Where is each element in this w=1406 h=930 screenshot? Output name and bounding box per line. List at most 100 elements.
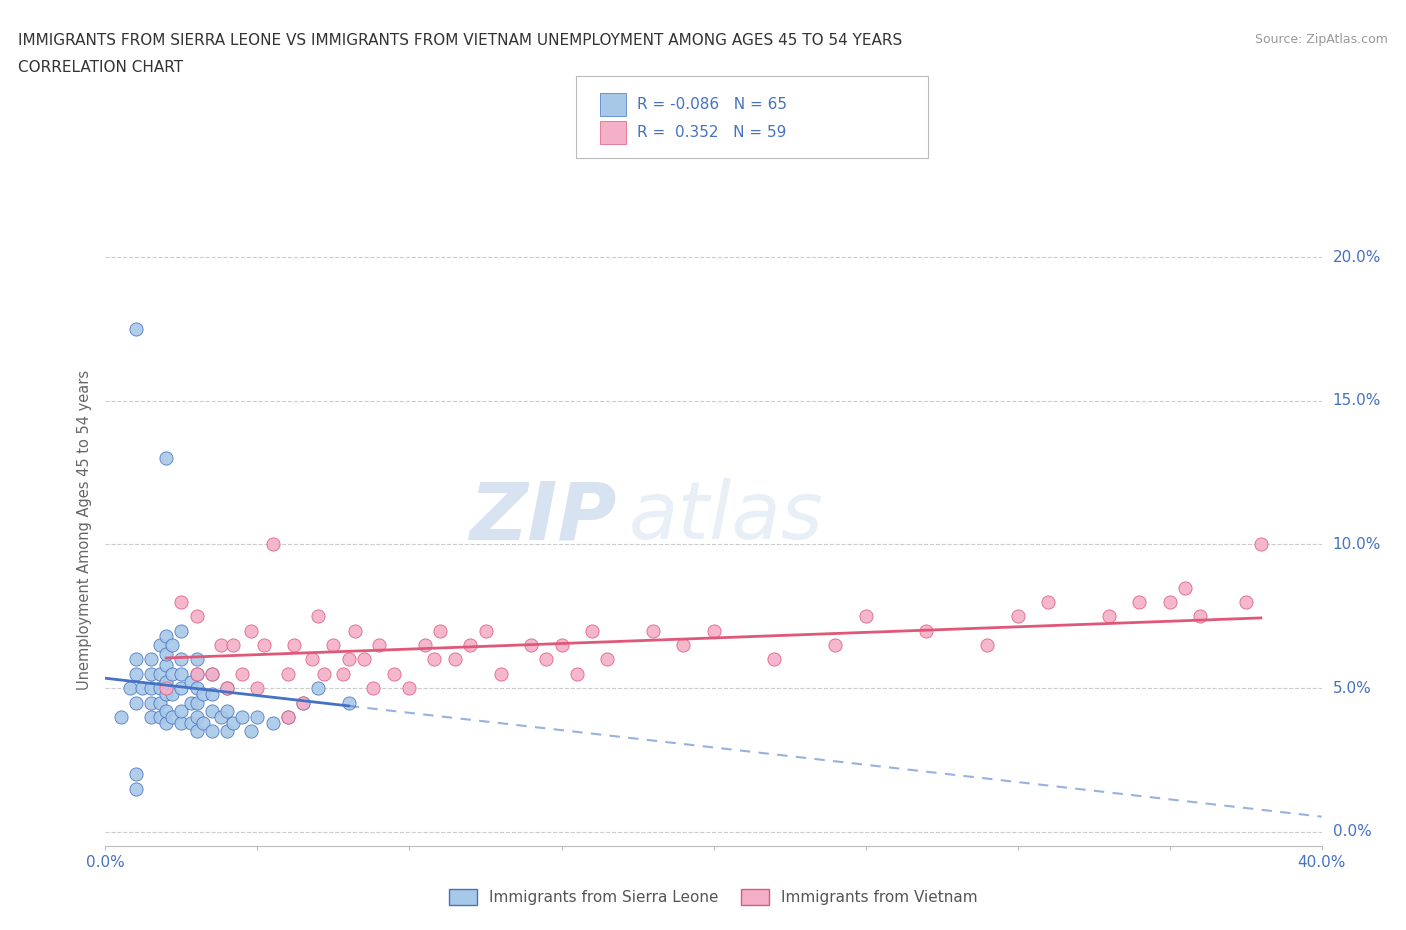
Point bbox=[1188, 609, 1211, 624]
Point bbox=[201, 667, 224, 682]
Point bbox=[209, 710, 232, 724]
Point bbox=[125, 322, 148, 337]
Point bbox=[292, 695, 315, 710]
Point bbox=[368, 638, 391, 653]
Point bbox=[361, 681, 384, 696]
Point bbox=[444, 652, 467, 667]
Point bbox=[118, 681, 141, 696]
Point bbox=[301, 652, 323, 667]
Point bbox=[246, 710, 269, 724]
Point bbox=[139, 667, 162, 682]
Point bbox=[170, 652, 193, 667]
Point bbox=[596, 652, 619, 667]
Point bbox=[322, 638, 344, 653]
Point bbox=[155, 675, 177, 690]
Point bbox=[398, 681, 420, 696]
Text: 20.0%: 20.0% bbox=[1333, 249, 1381, 264]
Point bbox=[110, 710, 132, 724]
Point bbox=[474, 623, 496, 638]
Point bbox=[155, 704, 177, 719]
Point bbox=[565, 667, 588, 682]
Point bbox=[1098, 609, 1121, 624]
Point bbox=[292, 695, 315, 710]
Point bbox=[201, 686, 224, 701]
Point bbox=[155, 715, 177, 730]
Point bbox=[139, 695, 162, 710]
Point bbox=[125, 695, 148, 710]
Point bbox=[252, 638, 274, 653]
Point bbox=[343, 623, 366, 638]
Point bbox=[155, 629, 177, 644]
Text: CORRELATION CHART: CORRELATION CHART bbox=[18, 60, 183, 75]
Point bbox=[1159, 594, 1181, 609]
Text: R =  0.352   N = 59: R = 0.352 N = 59 bbox=[637, 125, 786, 140]
Point bbox=[209, 638, 232, 653]
Point bbox=[170, 704, 193, 719]
Point bbox=[125, 781, 148, 796]
Text: Source: ZipAtlas.com: Source: ZipAtlas.com bbox=[1254, 33, 1388, 46]
Text: IMMIGRANTS FROM SIERRA LEONE VS IMMIGRANTS FROM VIETNAM UNEMPLOYMENT AMONG AGES : IMMIGRANTS FROM SIERRA LEONE VS IMMIGRAN… bbox=[18, 33, 903, 47]
Point bbox=[1174, 580, 1197, 595]
Point bbox=[217, 681, 239, 696]
Point bbox=[186, 695, 208, 710]
Point bbox=[1234, 594, 1257, 609]
Point bbox=[915, 623, 938, 638]
Point bbox=[222, 715, 245, 730]
Point bbox=[155, 681, 177, 696]
Point bbox=[824, 638, 846, 653]
Point bbox=[162, 667, 184, 682]
Point bbox=[186, 667, 208, 682]
Point bbox=[277, 710, 299, 724]
Point bbox=[231, 667, 253, 682]
Text: 5.0%: 5.0% bbox=[1333, 681, 1371, 696]
Point bbox=[550, 638, 572, 653]
Point bbox=[149, 667, 172, 682]
Point bbox=[139, 710, 162, 724]
Point bbox=[672, 638, 695, 653]
Point bbox=[222, 638, 245, 653]
Point bbox=[240, 724, 263, 738]
Point bbox=[162, 638, 184, 653]
Point bbox=[155, 646, 177, 661]
Point bbox=[139, 681, 162, 696]
Point bbox=[520, 638, 543, 653]
Point bbox=[763, 652, 786, 667]
Point bbox=[125, 667, 148, 682]
Point bbox=[277, 710, 299, 724]
Point bbox=[332, 667, 354, 682]
Point bbox=[170, 623, 193, 638]
Point bbox=[186, 710, 208, 724]
Text: 0.0%: 0.0% bbox=[1333, 824, 1371, 840]
Point bbox=[337, 652, 360, 667]
Point bbox=[170, 594, 193, 609]
Point bbox=[1128, 594, 1150, 609]
Point bbox=[277, 667, 299, 682]
Point bbox=[246, 681, 269, 696]
Point bbox=[186, 652, 208, 667]
Point bbox=[337, 695, 360, 710]
Point bbox=[217, 704, 239, 719]
Point bbox=[262, 537, 284, 551]
Legend: Immigrants from Sierra Leone, Immigrants from Vietnam: Immigrants from Sierra Leone, Immigrants… bbox=[443, 884, 984, 911]
Point bbox=[162, 686, 184, 701]
Point bbox=[231, 710, 253, 724]
Point bbox=[855, 609, 877, 624]
Point bbox=[125, 767, 148, 782]
Point bbox=[186, 724, 208, 738]
Point bbox=[702, 623, 725, 638]
Point bbox=[283, 638, 305, 653]
Point bbox=[170, 667, 193, 682]
Point bbox=[149, 710, 172, 724]
Point bbox=[413, 638, 436, 653]
Point bbox=[149, 695, 172, 710]
Point bbox=[240, 623, 263, 638]
Point bbox=[262, 715, 284, 730]
Point bbox=[458, 638, 481, 653]
Point bbox=[217, 724, 239, 738]
Point bbox=[1250, 537, 1272, 551]
Point bbox=[191, 686, 214, 701]
Point bbox=[180, 675, 202, 690]
Point bbox=[170, 715, 193, 730]
Point bbox=[149, 681, 172, 696]
Point bbox=[581, 623, 603, 638]
